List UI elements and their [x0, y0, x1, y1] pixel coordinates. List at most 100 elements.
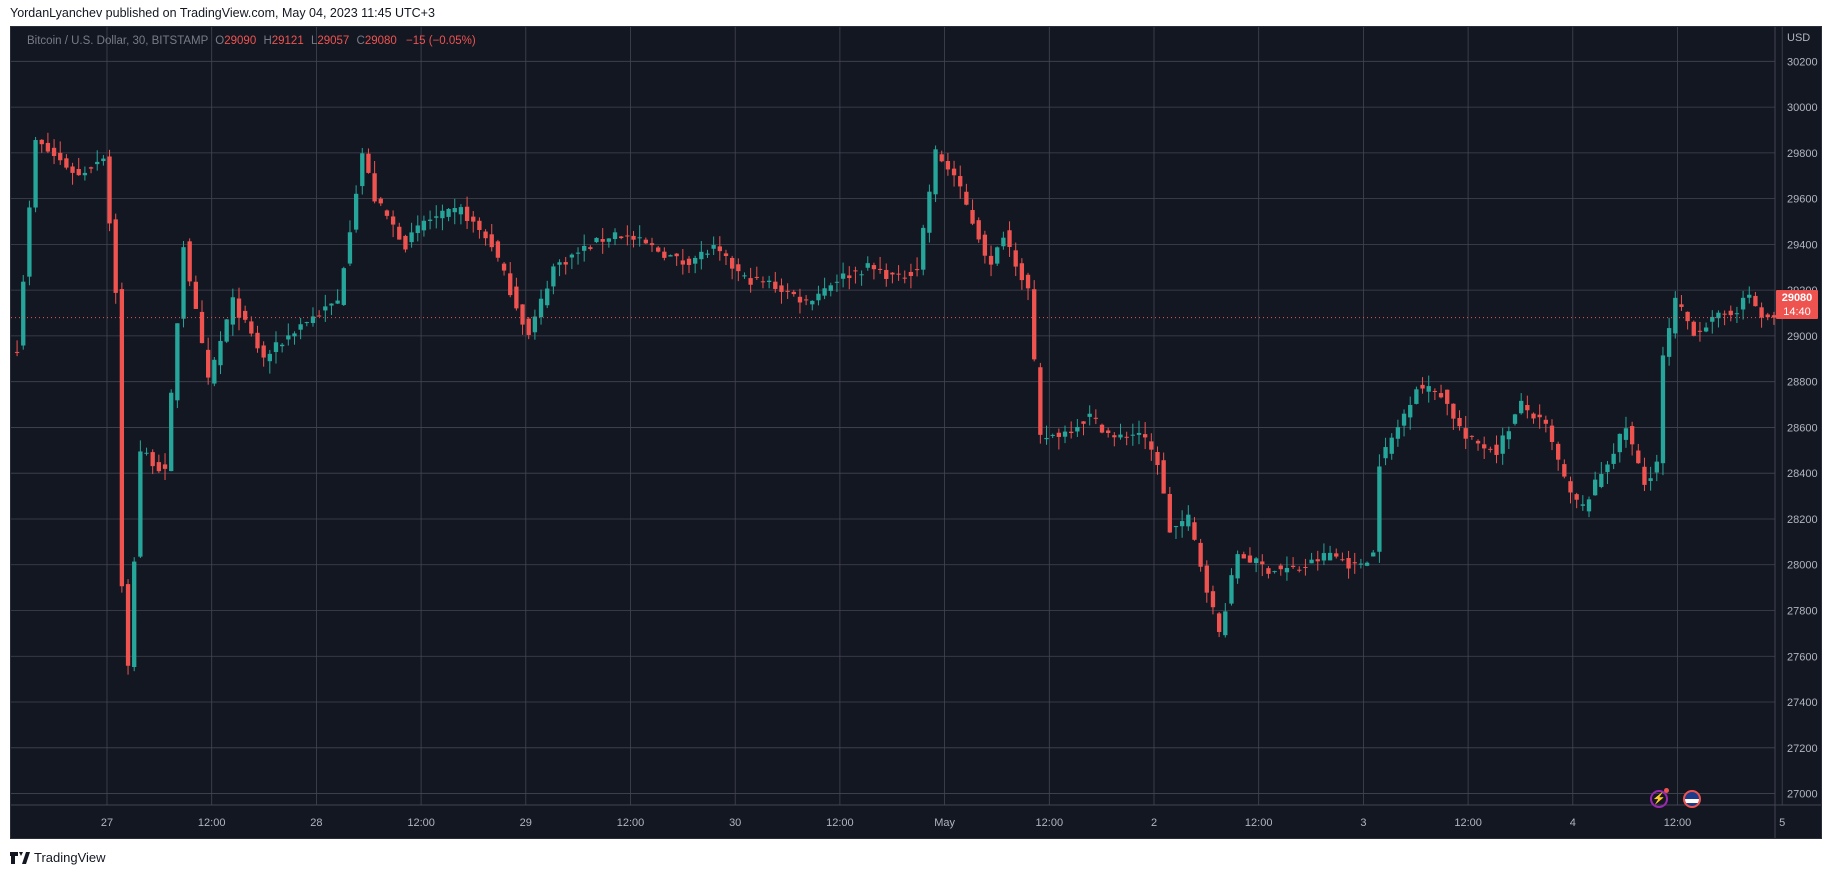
price-tick-label: 28000	[1787, 560, 1818, 572]
candle-body	[1500, 435, 1505, 454]
candle-body	[847, 275, 852, 279]
low-value: 29057	[317, 35, 350, 47]
candle-body	[908, 271, 914, 276]
candle-body	[1358, 563, 1364, 565]
candle-body	[1414, 389, 1419, 404]
candle-body	[569, 254, 575, 258]
candle-body	[353, 193, 359, 230]
candle-body	[33, 140, 38, 208]
current-price-value: 29080	[1781, 292, 1813, 304]
candle-body	[532, 316, 538, 333]
candle-body	[859, 274, 864, 276]
candle-body	[1044, 437, 1049, 440]
candle-body	[933, 149, 938, 195]
candle-body	[951, 168, 957, 176]
candle-body	[834, 281, 840, 283]
candle-body	[1340, 559, 1345, 561]
low-label: L	[310, 35, 318, 47]
candle-body	[748, 278, 753, 285]
price-tick-label: 28600	[1787, 422, 1818, 434]
candle-body	[520, 304, 525, 325]
candlestick-chart[interactable]: 27000 27200 27400 27600 27800 28000 28200 28400…	[11, 27, 1821, 838]
time-tick-label: 5	[1779, 817, 1785, 829]
chart-panel[interactable]: 27000 27200 27400 27600 27800 28000 28200 28400…	[10, 26, 1822, 839]
candle-body	[329, 303, 334, 306]
candle-body	[273, 342, 279, 353]
candle-body	[668, 255, 673, 257]
candle-body	[1210, 591, 1216, 608]
candle-body	[606, 238, 612, 242]
time-tick-label: 12:00	[198, 817, 226, 829]
candle-body	[1666, 328, 1672, 357]
candle-body	[372, 173, 377, 202]
time-tick-label: 4	[1570, 817, 1576, 829]
candle-body	[1426, 386, 1431, 392]
candle-body	[853, 270, 858, 272]
candle-body	[828, 285, 833, 291]
candle-body	[970, 210, 975, 224]
candle-body	[1284, 567, 1290, 573]
candle-body	[261, 345, 266, 358]
candle-body	[113, 219, 118, 293]
time-tick-label: 12:00	[407, 817, 435, 829]
candle-body	[1253, 558, 1259, 564]
candle-body	[1648, 478, 1653, 481]
candle-body	[384, 210, 390, 216]
candle-body	[1685, 311, 1690, 322]
candle-body	[1056, 432, 1062, 437]
candle-body	[1599, 474, 1604, 487]
candle-body	[1334, 553, 1339, 557]
candle-body	[686, 258, 692, 265]
candle-body	[1506, 431, 1512, 440]
candle-body	[1001, 237, 1006, 247]
candle-body	[1309, 559, 1314, 564]
price-tick-label: 28200	[1787, 514, 1818, 526]
candle-body	[1611, 453, 1616, 464]
open-value: 29090	[224, 35, 257, 47]
candle-body	[921, 227, 926, 270]
candle-body	[1050, 434, 1055, 436]
candle-body	[21, 281, 26, 346]
candle-body	[1371, 552, 1376, 557]
candle-body	[218, 340, 223, 366]
candle-body	[193, 281, 199, 309]
candle-body	[902, 277, 907, 279]
candle-body	[458, 207, 464, 215]
candle-body	[680, 260, 685, 265]
candle-body	[816, 293, 821, 301]
time-tick-label: 12:00	[1036, 817, 1064, 829]
candle-body	[1315, 559, 1320, 562]
candle-body	[754, 276, 759, 278]
change-value: −15 (−0.05%)	[406, 35, 476, 47]
candle-body	[1740, 297, 1746, 310]
candle-body	[939, 154, 944, 162]
candle-body	[557, 262, 562, 265]
candle-body	[243, 310, 248, 320]
candle-body	[594, 237, 599, 243]
candle-body	[1438, 393, 1444, 398]
candle-body	[649, 243, 655, 246]
candle-body	[95, 161, 100, 165]
candle-body	[1457, 417, 1462, 427]
candle-body	[1703, 327, 1709, 332]
candle-body	[1260, 561, 1265, 565]
candle-body	[1562, 464, 1567, 477]
us-flag-icon[interactable]	[1683, 790, 1701, 808]
candle-body	[175, 323, 180, 401]
candle-body	[1568, 481, 1573, 493]
currency-label: USD	[1787, 32, 1810, 44]
candle-body	[236, 298, 242, 318]
candle-body	[138, 451, 143, 557]
candle-body	[1586, 499, 1592, 512]
price-tick-label: 28400	[1787, 468, 1818, 480]
candle-body	[914, 269, 920, 271]
candle-body	[489, 234, 494, 248]
candle-body	[637, 237, 642, 239]
open-label: O	[215, 35, 225, 47]
candle-body	[1574, 494, 1579, 500]
candle-body	[1106, 430, 1111, 433]
footer-branding[interactable]: TradingView	[10, 850, 106, 865]
candle-body	[1019, 263, 1025, 281]
lightning-icon[interactable]: ⚡	[1650, 790, 1668, 808]
candle-body	[1753, 295, 1758, 307]
